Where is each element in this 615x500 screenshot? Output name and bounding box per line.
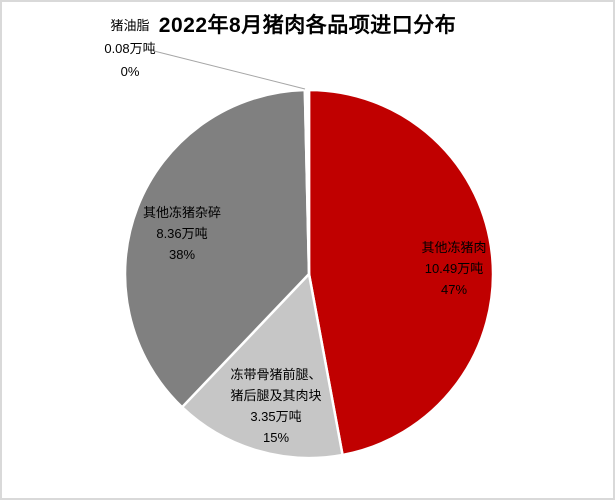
pie-slice-1 [307,88,495,457]
pie-slices [123,88,495,460]
slice-amount: 0.08万吨 [104,41,156,56]
slice-amount: 3.35万吨 [250,409,302,424]
slice-amount: 8.36万吨 [156,226,208,241]
slice-percent: 47% [440,282,468,297]
slice-name: 猪油脂 [110,18,150,33]
pie-slice-4 [303,88,311,276]
leader-line-lard [153,50,306,90]
slice-label-lard: 猪油脂 0.08万吨 0% [70,14,190,83]
slice-label-other-frozen-pork: 其他冻猪肉 10.49万吨 47% [379,237,529,300]
slice-name: 其他冻猪杂碎 [142,205,221,220]
slice-percent: 15% [262,430,290,445]
pie-slice-3 [123,88,311,409]
slice-name: 其他冻猪肉 [421,240,487,255]
slice-percent: 0% [120,64,140,79]
pie-slice-2 [180,272,344,460]
slice-amount: 10.49万吨 [424,261,484,276]
chart-title: 2022年8月猪肉各品项进口分布 [158,14,457,37]
slice-name: 冻带骨猪前腿、猪后腿及其肉块 [230,367,322,403]
slice-label-bone-in-legs: 冻带骨猪前腿、猪后腿及其肉块 3.35万吨 15% [226,364,326,448]
slice-label-frozen-offal: 其他冻猪杂碎 8.36万吨 38% [107,202,257,265]
slice-percent: 38% [168,247,196,262]
